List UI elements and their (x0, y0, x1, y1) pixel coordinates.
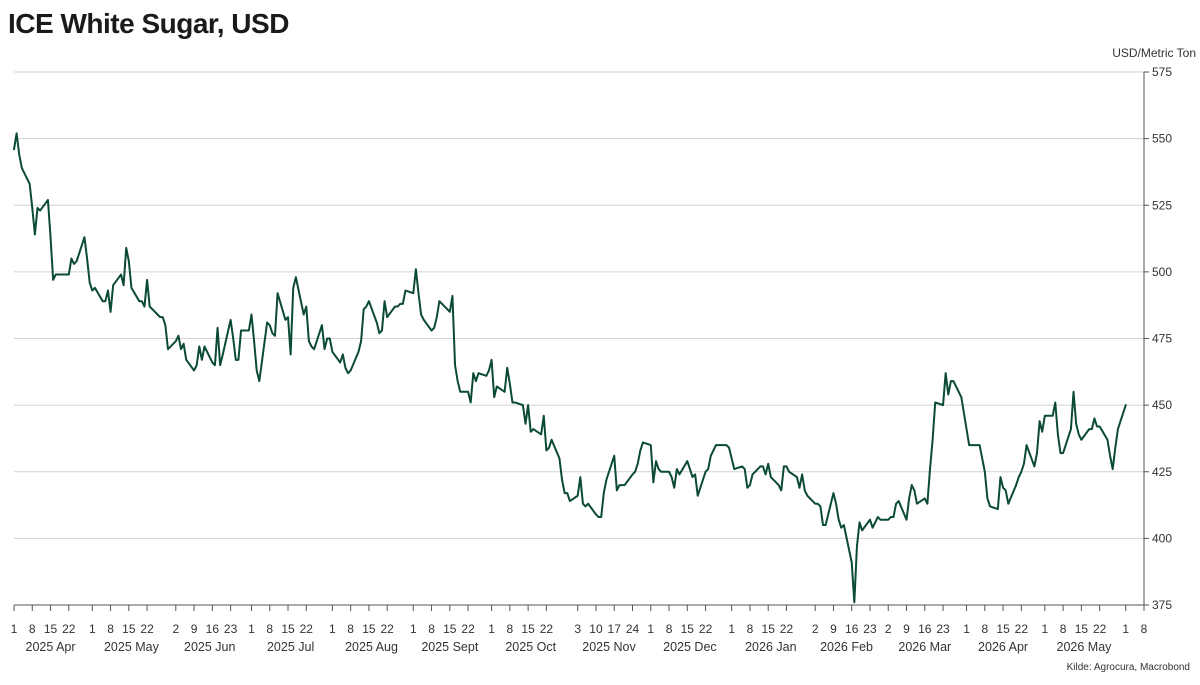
x-tick-label-24: 1 (488, 622, 495, 636)
x-tick-label-54: 15 (1075, 622, 1089, 636)
month-label-3: 2025 Jul (267, 640, 314, 654)
month-label-5: 2025 Sept (421, 640, 479, 654)
month-label-13: 2026 May (1057, 640, 1113, 654)
x-tick-label-18: 15 (362, 622, 376, 636)
x-tick-label-51: 22 (1015, 622, 1029, 636)
x-tick-label-14: 15 (281, 622, 295, 636)
x-tick-label-8: 2 (172, 622, 179, 636)
x-tick-label-26: 15 (521, 622, 535, 636)
y-axis-unit-label: USD/Metric Ton (1112, 46, 1196, 60)
month-label-2: 2025 Jun (184, 640, 235, 654)
x-tick-label-9: 9 (191, 622, 198, 636)
x-tick-label-48: 1 (963, 622, 970, 636)
x-axis: 1 8 15 22 1 8 15 22 2 9 16 23 1 8 15 22 1 8 15 22 1 8 15 22 1 8 15… (11, 604, 1148, 636)
month-label-0: 2025 Apr (26, 640, 76, 654)
x-tick-label-30: 17 (608, 622, 622, 636)
x-tick-label-32: 1 (647, 622, 654, 636)
month-label-12: 2026 Apr (978, 640, 1028, 654)
x-tick-label-12: 1 (248, 622, 255, 636)
x-tick-label-44: 2 (885, 622, 892, 636)
x-tick-label-47: 23 (936, 622, 950, 636)
x-tick-label-53: 8 (1060, 622, 1067, 636)
x-tick-label-28: 3 (574, 622, 581, 636)
x-tick-label-42: 16 (845, 622, 859, 636)
y-tick-label-500: 500 (1152, 265, 1172, 279)
x-tick-label-43: 23 (863, 622, 877, 636)
month-label-9: 2026 Jan (745, 640, 796, 654)
x-tick-label-16: 1 (329, 622, 336, 636)
y-tick-label-425: 425 (1152, 465, 1172, 479)
x-tick-label-55: 22 (1093, 622, 1107, 636)
x-tick-label-2: 15 (44, 622, 58, 636)
x-tick-label-10: 16 (206, 622, 220, 636)
x-tick-label-29: 10 (589, 622, 603, 636)
x-tick-label-23: 22 (461, 622, 475, 636)
x-tick-label-35: 22 (699, 622, 713, 636)
y-tick-label-400: 400 (1152, 531, 1172, 545)
x-tick-label-57: 8 (1141, 622, 1148, 636)
x-tick-label-34: 15 (681, 622, 695, 636)
y-tick-label-375: 375 (1152, 598, 1172, 612)
x-tick-label-6: 15 (122, 622, 136, 636)
gridlines (14, 71, 1144, 606)
month-label-10: 2026 Feb (820, 640, 873, 654)
x-tick-label-17: 8 (347, 622, 354, 636)
series-lines (13, 132, 1127, 604)
x-tick-label-39: 22 (780, 622, 794, 636)
x-tick-label-4: 1 (89, 622, 96, 636)
y-axis: 375 400 425 450 475 500 525 550 575 (1143, 65, 1172, 612)
chart-title: ICE White Sugar, USD (8, 8, 289, 39)
x-tick-label-3: 22 (62, 622, 76, 636)
x-tick-label-40: 2 (812, 622, 819, 636)
y-tick-label-575: 575 (1152, 65, 1172, 79)
month-label-7: 2025 Nov (582, 640, 636, 654)
x-tick-label-11: 23 (224, 622, 238, 636)
x-tick-label-33: 8 (666, 622, 673, 636)
series-line-0 (13, 132, 1127, 604)
x-tick-label-38: 15 (762, 622, 776, 636)
x-tick-label-50: 15 (996, 622, 1010, 636)
x-tick-label-15: 22 (300, 622, 314, 636)
month-label-1: 2025 May (104, 640, 160, 654)
x-tick-label-45: 9 (903, 622, 910, 636)
y-tick-label-525: 525 (1152, 198, 1172, 212)
x-tick-label-46: 16 (918, 622, 932, 636)
y-tick-label-450: 450 (1152, 398, 1172, 412)
y-tick-label-550: 550 (1152, 132, 1172, 146)
x-tick-label-41: 9 (830, 622, 837, 636)
x-tick-label-36: 1 (728, 622, 735, 636)
y-tick-label-475: 475 (1152, 332, 1172, 346)
x-tick-label-0: 1 (11, 622, 18, 636)
x-tick-label-49: 8 (981, 622, 988, 636)
x-tick-label-21: 8 (428, 622, 435, 636)
x-tick-label-56: 1 (1122, 622, 1129, 636)
month-label-4: 2025 Aug (345, 640, 398, 654)
month-label-6: 2025 Oct (505, 640, 556, 654)
x-tick-label-31: 24 (626, 622, 640, 636)
x-tick-label-27: 22 (540, 622, 554, 636)
x-tick-label-13: 8 (266, 622, 273, 636)
x-tick-label-5: 8 (107, 622, 114, 636)
month-label-8: 2025 Dec (663, 640, 717, 654)
x-tick-label-22: 15 (443, 622, 457, 636)
source-note: Kilde: Agrocura, Macrobond (1066, 662, 1190, 673)
x-tick-label-20: 1 (410, 622, 417, 636)
x-tick-label-52: 1 (1041, 622, 1048, 636)
month-labels: 2025 Apr 2025 May 2025 Jun 2025 Jul 2025 Aug… (26, 640, 1113, 654)
month-label-11: 2026 Mar (898, 640, 951, 654)
x-tick-label-7: 22 (140, 622, 154, 636)
x-tick-label-37: 8 (747, 622, 754, 636)
x-tick-label-19: 22 (381, 622, 395, 636)
x-tick-label-1: 8 (29, 622, 36, 636)
x-tick-label-25: 8 (506, 622, 513, 636)
